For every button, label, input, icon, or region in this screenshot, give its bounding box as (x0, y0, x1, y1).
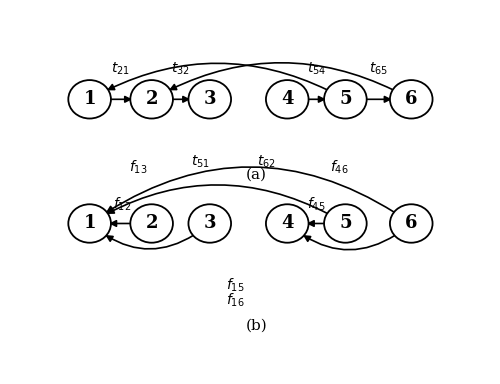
Text: 5: 5 (339, 90, 351, 108)
Text: 3: 3 (204, 215, 216, 232)
Text: $f_{15}$: $f_{15}$ (226, 277, 244, 294)
Text: $t_{51}$: $t_{51}$ (190, 154, 210, 170)
Ellipse shape (68, 80, 111, 119)
Ellipse shape (130, 80, 173, 119)
Ellipse shape (188, 80, 231, 119)
Text: $t_{54}$: $t_{54}$ (306, 61, 326, 77)
Ellipse shape (188, 204, 231, 243)
Text: 3: 3 (204, 90, 216, 108)
Text: $f_{12}$: $f_{12}$ (114, 196, 132, 213)
Text: (b): (b) (246, 318, 267, 333)
Ellipse shape (130, 204, 173, 243)
Text: 2: 2 (146, 90, 158, 108)
Text: $t_{62}$: $t_{62}$ (256, 154, 276, 170)
Text: $f_{46}$: $f_{46}$ (330, 159, 349, 176)
Ellipse shape (390, 80, 432, 119)
Text: $t_{65}$: $t_{65}$ (369, 61, 388, 77)
Text: $f_{13}$: $f_{13}$ (129, 159, 148, 176)
Text: $t_{32}$: $t_{32}$ (172, 61, 190, 77)
Text: 6: 6 (405, 90, 417, 108)
Ellipse shape (390, 204, 432, 243)
Ellipse shape (266, 80, 308, 119)
Text: 4: 4 (281, 90, 293, 108)
Ellipse shape (324, 80, 366, 119)
Text: $f_{45}$: $f_{45}$ (307, 196, 326, 213)
Text: 2: 2 (146, 215, 158, 232)
Text: (a): (a) (246, 168, 267, 182)
Text: $t_{21}$: $t_{21}$ (111, 61, 130, 77)
Text: 6: 6 (405, 215, 417, 232)
Ellipse shape (266, 204, 308, 243)
Text: 1: 1 (84, 215, 96, 232)
Text: 4: 4 (281, 215, 293, 232)
Ellipse shape (68, 204, 111, 243)
Ellipse shape (324, 204, 366, 243)
Text: 1: 1 (84, 90, 96, 108)
Text: 5: 5 (339, 215, 351, 232)
Text: $f_{16}$: $f_{16}$ (226, 291, 244, 309)
